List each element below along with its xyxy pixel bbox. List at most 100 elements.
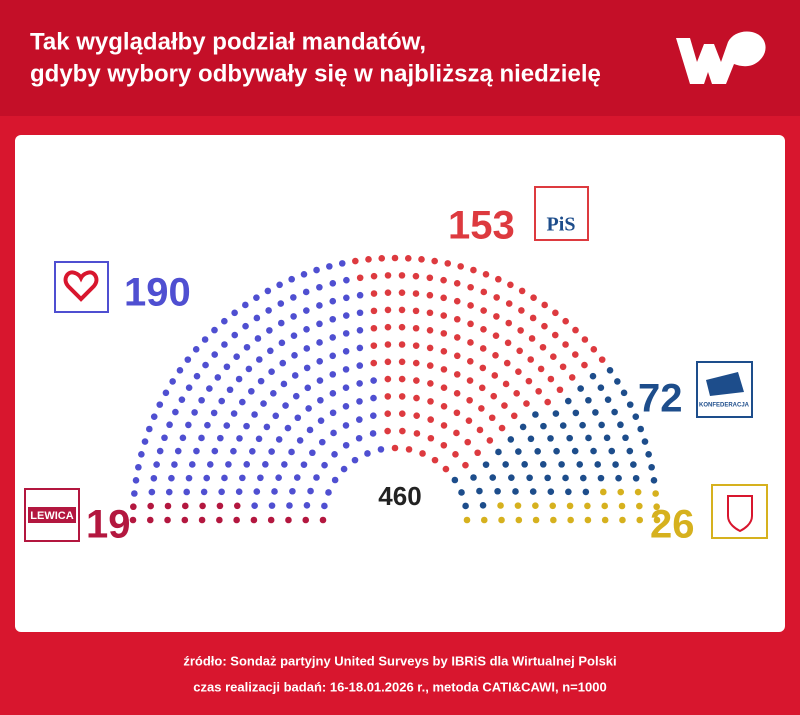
seat (598, 356, 606, 363)
seat (453, 280, 461, 287)
seat (495, 275, 502, 283)
hemicycle (129, 254, 661, 524)
seat (329, 334, 337, 341)
seat (198, 516, 206, 524)
seat (486, 437, 494, 444)
seat (303, 326, 310, 333)
seat-count: 19 (86, 503, 131, 547)
seat (440, 366, 448, 373)
seat (356, 362, 364, 369)
seat (226, 386, 234, 394)
seat (600, 488, 607, 496)
seat (329, 390, 337, 397)
seat (521, 461, 528, 468)
seat (384, 272, 392, 279)
seat (288, 448, 295, 456)
seat (567, 516, 574, 524)
seat (384, 410, 392, 418)
seat (559, 422, 567, 429)
seat (384, 427, 391, 435)
seat (537, 365, 545, 373)
seat (181, 502, 189, 510)
seat (370, 412, 377, 419)
seat (342, 366, 350, 373)
seat (317, 417, 325, 424)
seat (453, 429, 460, 437)
seat (467, 339, 474, 346)
seat (391, 444, 399, 452)
seat (342, 384, 350, 391)
seat (329, 297, 337, 305)
seat (412, 359, 420, 367)
seat (221, 317, 228, 325)
chart-title: Tak wyglądałby podział mandatów, (30, 28, 426, 55)
seat (398, 358, 406, 366)
seat (426, 344, 434, 352)
seat (270, 390, 277, 397)
seat (251, 411, 258, 418)
seat (150, 413, 158, 420)
seat (370, 272, 378, 280)
seat (562, 317, 569, 325)
seat (356, 344, 364, 352)
seat (493, 313, 500, 320)
seat (603, 434, 611, 442)
seat (462, 502, 469, 510)
seat (302, 516, 310, 524)
seat (185, 421, 192, 429)
seat (632, 413, 640, 420)
seat (413, 377, 420, 384)
seat (498, 516, 505, 524)
seat (370, 307, 378, 315)
seat (191, 409, 198, 416)
seat (377, 446, 385, 453)
seat (255, 435, 263, 443)
seat (282, 402, 289, 409)
seat (185, 474, 193, 482)
seat (253, 488, 261, 495)
seat (355, 434, 363, 442)
party-logo-text: LEWICA (30, 510, 73, 522)
seat (572, 326, 579, 334)
seat (199, 502, 206, 510)
seat (384, 393, 392, 400)
seat (503, 359, 511, 367)
seat (634, 488, 642, 496)
seat (276, 281, 283, 289)
seat (243, 343, 251, 351)
seat (515, 448, 522, 455)
seat (529, 488, 537, 495)
seat (535, 387, 542, 395)
seat (302, 288, 310, 296)
seat (275, 474, 282, 481)
seat (467, 283, 474, 291)
seat (552, 410, 560, 417)
seat (611, 408, 618, 416)
seat (636, 516, 644, 524)
party-logo-shield (727, 495, 753, 533)
seat (305, 405, 312, 412)
seat (568, 374, 576, 381)
seat (384, 306, 392, 314)
seat (505, 300, 513, 307)
seat (221, 341, 228, 348)
seat (303, 345, 311, 352)
seat (370, 290, 378, 297)
seat (510, 412, 518, 420)
seat (271, 488, 278, 495)
seat (168, 474, 175, 482)
seat (307, 487, 314, 495)
seat (169, 378, 176, 385)
seat (206, 461, 214, 468)
source: czas realizacji badań: 16-18.01.2026 r.,… (193, 679, 606, 694)
seat (505, 319, 513, 327)
seat (248, 387, 255, 395)
seat (597, 384, 605, 391)
seat (572, 409, 580, 417)
seat (564, 397, 572, 405)
seat (492, 332, 500, 339)
seat (309, 449, 316, 457)
seat (457, 263, 464, 270)
seat (440, 294, 447, 302)
seat (590, 447, 597, 455)
